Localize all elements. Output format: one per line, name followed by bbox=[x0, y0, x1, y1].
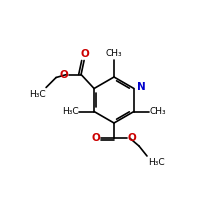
Text: O: O bbox=[59, 70, 68, 80]
Text: CH₃: CH₃ bbox=[106, 49, 122, 58]
Text: H₃C: H₃C bbox=[148, 158, 164, 167]
Text: N: N bbox=[137, 82, 145, 92]
Text: O: O bbox=[91, 133, 100, 143]
Text: CH₃: CH₃ bbox=[150, 107, 166, 116]
Text: H₃C: H₃C bbox=[29, 90, 45, 99]
Text: O: O bbox=[80, 49, 89, 59]
Text: H₃C: H₃C bbox=[62, 107, 78, 116]
Text: O: O bbox=[128, 133, 137, 143]
